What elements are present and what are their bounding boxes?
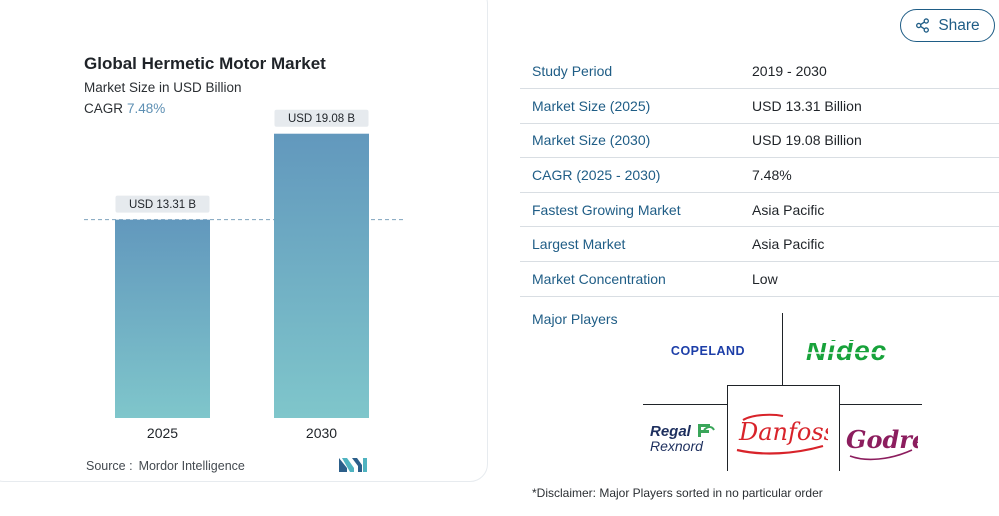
stat-value: Asia Pacific	[752, 192, 999, 228]
market-stats-table: Study Period 2019 - 2030 Market Size (202…	[520, 54, 999, 297]
danfoss-logo: Danfoss	[733, 410, 828, 460]
source-label: Source :	[86, 459, 133, 473]
data-label-box	[115, 195, 210, 213]
stat-key: Market Concentration	[520, 261, 752, 297]
grid-divider	[727, 385, 839, 386]
bar-2025	[115, 219, 210, 418]
stat-key: Study Period	[520, 54, 752, 90]
stat-value: USD 19.08 Billion	[752, 123, 999, 159]
data-label: USD 13.31 B	[129, 199, 196, 211]
data-label-box	[274, 109, 369, 127]
stats-row: Market Concentration Low	[520, 261, 999, 297]
svg-text:Nidec: Nidec	[806, 335, 887, 366]
grid-divider	[643, 404, 727, 405]
copeland-logo: COPELAND	[670, 344, 746, 358]
chart-title: Global Hermetic Motor Market	[84, 54, 326, 73]
x-tick-label: 2025	[147, 425, 178, 441]
source-name: Mordor Intelligence	[138, 459, 245, 473]
stats-row: Fastest Growing Market Asia Pacific	[520, 192, 999, 228]
godrej-logo: Godrej	[842, 416, 918, 466]
stats-row: Study Period 2019 - 2030	[520, 54, 999, 90]
cagr-value: 7.48%	[127, 101, 166, 116]
stats-row: Largest Market Asia Pacific	[520, 226, 999, 263]
svg-text:Regal: Regal	[650, 423, 692, 440]
chart-subtitle: Market Size in USD Billion	[84, 80, 242, 95]
stat-value: 2019 - 2030	[752, 54, 999, 90]
stat-value: USD 13.31 Billion	[752, 88, 999, 124]
major-players-grid	[643, 313, 922, 471]
source-note: Source : Mordor Intelligence	[86, 459, 245, 473]
grid-divider	[839, 404, 922, 405]
bar-2030	[274, 133, 369, 418]
share-label: Share	[938, 16, 980, 34]
stat-value: Low	[752, 261, 999, 297]
grid-divider	[782, 313, 783, 385]
stats-row: CAGR (2025 - 2030) 7.48%	[520, 157, 999, 193]
bar-chart: USD 13.31 B 2025 USD 19.08 B 2030	[84, 109, 404, 441]
chart-cagr: CAGR 7.48%	[84, 101, 165, 116]
svg-text:Danfoss: Danfoss	[738, 418, 828, 446]
mordor-intelligence-logo	[339, 458, 367, 472]
stat-key: Market Size (2030)	[520, 123, 752, 159]
nidec-logo: Nidec	[795, 330, 915, 370]
share-icon	[916, 18, 930, 33]
regal-rexnord-logo: Regal Rexnord	[648, 418, 722, 458]
grid-divider	[839, 385, 840, 471]
chart-card	[0, 0, 488, 482]
data-label: USD 19.08 B	[288, 113, 355, 125]
stats-row: Market Size (2025) USD 13.31 Billion	[520, 88, 999, 124]
stat-key: Market Size (2025)	[520, 88, 752, 124]
stat-key: CAGR (2025 - 2030)	[520, 157, 752, 193]
disclaimer-note: *Disclaimer: Major Players sorted in no …	[532, 486, 823, 500]
share-button[interactable]: Share	[900, 9, 995, 42]
stat-value: Asia Pacific	[752, 226, 999, 263]
stat-key: Largest Market	[520, 226, 752, 263]
svg-text:Rexnord: Rexnord	[650, 438, 704, 454]
major-players-label: Major Players	[532, 311, 618, 327]
svg-text:Godrej: Godrej	[846, 425, 918, 454]
x-tick-label: 2030	[306, 425, 337, 441]
grid-divider	[727, 385, 728, 471]
cagr-label: CAGR	[84, 101, 124, 116]
stat-value: 7.48%	[752, 157, 999, 193]
stat-key: Fastest Growing Market	[520, 192, 752, 228]
stats-row: Market Size (2030) USD 19.08 Billion	[520, 123, 999, 159]
